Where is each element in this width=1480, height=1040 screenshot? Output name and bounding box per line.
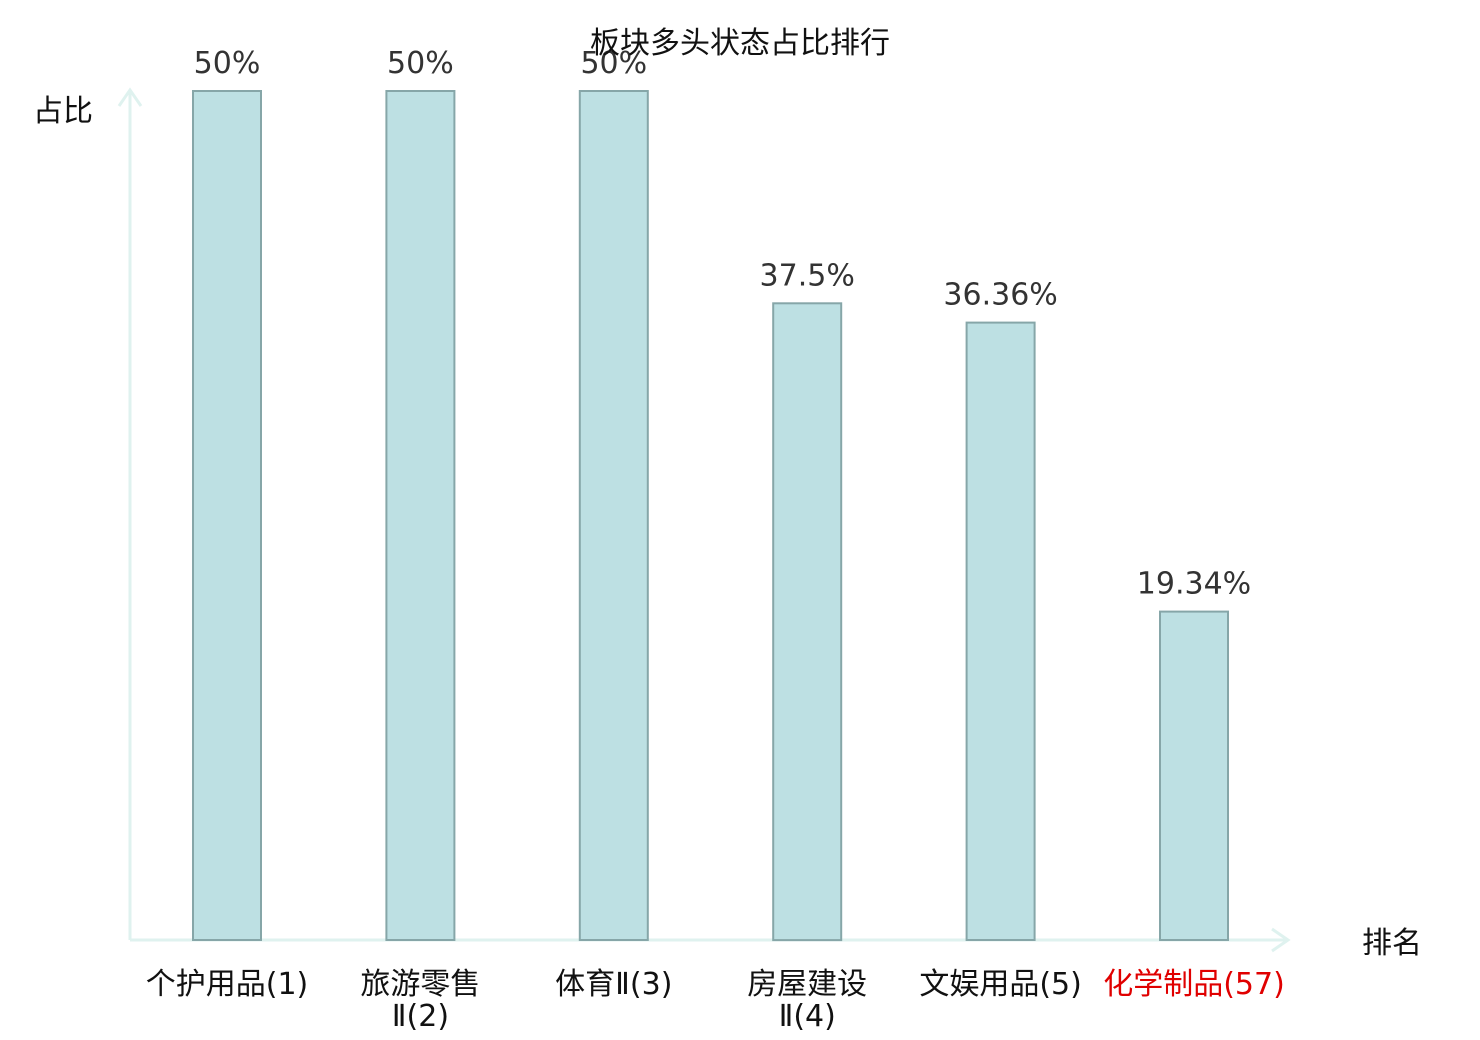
bar-value-label: 36.36% (943, 278, 1057, 313)
category-tick-label: 体育Ⅱ(3) (555, 967, 672, 1002)
bar (965, 321, 1036, 942)
chart-title: 板块多头状态占比排行 (590, 26, 890, 61)
category-tick-label: 文娱用品(5) (919, 967, 1082, 1002)
y-axis-arrow-icon (117, 87, 143, 107)
category-tick-label: Ⅱ(2) (392, 999, 449, 1034)
category-tick-label: Ⅱ(4) (779, 999, 836, 1034)
bar (578, 90, 649, 941)
bars (192, 90, 1229, 942)
category-tick-label: 化学制品(57) (1103, 967, 1285, 1002)
bar-value-label: 50% (387, 46, 454, 81)
bar-value-label: 19.34% (1137, 567, 1251, 602)
bar (772, 302, 843, 942)
bar-value-label: 37.5% (760, 258, 855, 293)
y-axis-label: 占比 (33, 94, 93, 129)
x-axis-label: 排名 (1362, 926, 1422, 961)
category-tick-label: 个护用品(1) (146, 967, 309, 1002)
bar-value-label: 50% (580, 46, 647, 81)
bar (385, 90, 456, 941)
category-tick-label: 旅游零售 (360, 967, 480, 1002)
axes (117, 87, 1291, 953)
value-labels: 50% 50% 50% 37.5% 36.36% 19.34% (194, 46, 1252, 602)
category-tick-label: 房屋建设 (747, 967, 867, 1002)
bar-value-label: 50% (194, 46, 261, 81)
bar (1159, 610, 1229, 941)
x-axis-arrow-icon (1271, 927, 1291, 953)
bar (192, 90, 262, 941)
